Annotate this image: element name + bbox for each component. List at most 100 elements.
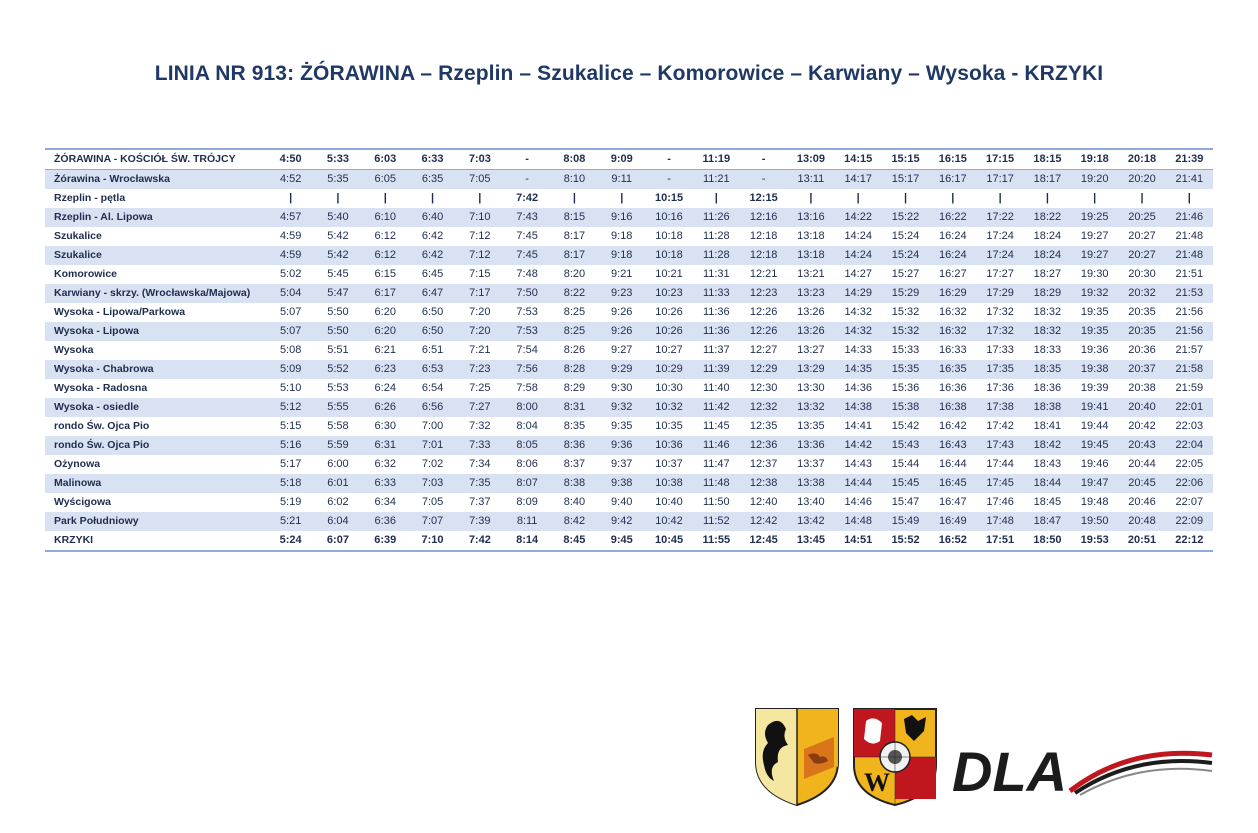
departure-time: 21:41	[1165, 169, 1213, 189]
timetable-row: ŻÓRAWINA - KOŚCIÓŁ ŚW. TRÓJCY 4:50 5:33 6:0…	[45, 149, 1213, 170]
departure-time: 7:50	[503, 284, 551, 303]
departure-time: 21:59	[1165, 379, 1213, 398]
departure-time: 9:09	[598, 149, 646, 170]
departure-time: 14:17	[834, 169, 882, 189]
departure-time: 19:18	[1071, 149, 1119, 170]
svg-text:W: W	[864, 768, 890, 797]
departure-time: 7:02	[408, 455, 457, 474]
departure-time: 13:18	[787, 227, 835, 246]
departure-time: 7:17	[456, 284, 504, 303]
departure-time: |	[1023, 189, 1072, 208]
departure-time: 9:38	[598, 474, 646, 493]
departure-time: 12:45	[739, 531, 788, 551]
departure-time: 11:26	[692, 208, 740, 227]
departure-time: 12:15	[739, 189, 788, 208]
departure-time: 5:04	[267, 284, 315, 303]
departure-time: 7:15	[456, 265, 504, 284]
departure-time: 15:24	[881, 227, 930, 246]
departure-time: 5:12	[267, 398, 315, 417]
departure-time: 21:56	[1165, 322, 1213, 341]
departure-time: 12:18	[739, 246, 788, 265]
departure-time: 16:22	[929, 208, 977, 227]
departure-time: 6:12	[361, 227, 409, 246]
departure-time: 13:21	[787, 265, 835, 284]
departure-time: 22:07	[1165, 493, 1213, 512]
departure-time: 19:41	[1071, 398, 1119, 417]
departure-time: 11:28	[692, 227, 740, 246]
departure-time: 11:31	[692, 265, 740, 284]
departure-time: 21:53	[1165, 284, 1213, 303]
departure-time: 19:44	[1071, 417, 1119, 436]
departure-time: 9:40	[598, 493, 646, 512]
departure-time: 9:18	[598, 227, 646, 246]
departure-time: 13:23	[787, 284, 835, 303]
departure-time: 5:47	[314, 284, 362, 303]
departure-time: 7:01	[408, 436, 457, 455]
departure-time: 10:37	[645, 455, 693, 474]
departure-time: 5:15	[267, 417, 315, 436]
departure-time: 6:21	[361, 341, 409, 360]
stop-name: Wysoka - Radosna	[45, 379, 267, 398]
departure-time: 14:38	[834, 398, 882, 417]
departure-time: 13:16	[787, 208, 835, 227]
departure-time: 15:15	[881, 149, 930, 170]
departure-time: 5:35	[314, 169, 362, 189]
departure-time: 15:22	[881, 208, 930, 227]
departure-time: 10:35	[645, 417, 693, 436]
stop-name: Wysoka	[45, 341, 267, 360]
departure-time: 13:40	[787, 493, 835, 512]
departure-time: 7:35	[456, 474, 504, 493]
departure-time: 14:33	[834, 341, 882, 360]
timetable-row: Komorowice 5:02 5:45 6:15 6:45 7:15 7:48 8:20 9:…	[45, 265, 1213, 284]
departure-time: 10:29	[645, 360, 693, 379]
departure-time: 16:29	[929, 284, 977, 303]
departure-time: 19:25	[1071, 208, 1119, 227]
stop-name: rondo Św. Ojca Pio	[45, 436, 267, 455]
departure-time: 8:25	[550, 322, 599, 341]
departure-time: 9:29	[598, 360, 646, 379]
departure-time: 22:05	[1165, 455, 1213, 474]
departure-time: 6:31	[361, 436, 409, 455]
departure-time: 7:43	[503, 208, 551, 227]
departure-time: 5:59	[314, 436, 362, 455]
departure-time: 11:37	[692, 341, 740, 360]
departure-time: 7:10	[408, 531, 457, 551]
departure-time: 14:46	[834, 493, 882, 512]
departure-time: 5:51	[314, 341, 362, 360]
departure-time: 8:28	[550, 360, 599, 379]
departure-time: 15:47	[881, 493, 930, 512]
stop-name: Malinowa	[45, 474, 267, 493]
departure-time: 8:09	[503, 493, 551, 512]
departure-time: |	[598, 189, 646, 208]
departure-time: 7:32	[456, 417, 504, 436]
timetable-row: Szukalice 4:59 5:42 6:12 6:42 7:12 7:45 8:17 9:1…	[45, 227, 1213, 246]
departure-time: 18:41	[1023, 417, 1072, 436]
departure-time: 5:10	[267, 379, 315, 398]
timetable-body: ŻÓRAWINA - KOŚCIÓŁ ŚW. TRÓJCY 4:50 5:33 6:0…	[45, 149, 1213, 551]
stop-name: Ożynowa	[45, 455, 267, 474]
departure-time: 10:32	[645, 398, 693, 417]
departure-time: 11:21	[692, 169, 740, 189]
departure-time: 20:46	[1118, 493, 1166, 512]
departure-time: 11:45	[692, 417, 740, 436]
departure-time: 10:26	[645, 322, 693, 341]
dla-logo-icon: DLA	[952, 740, 1213, 803]
departure-time: 13:29	[787, 360, 835, 379]
departure-time: 20:38	[1118, 379, 1166, 398]
departure-time: 11:47	[692, 455, 740, 474]
departure-time: 7:58	[503, 379, 551, 398]
departure-time: 20:32	[1118, 284, 1166, 303]
departure-time: 7:12	[456, 227, 504, 246]
timetable-row: Park Południowy 5:21 6:04 6:36 7:07 7:39 8:11 8…	[45, 512, 1213, 531]
departure-time: 4:50	[267, 149, 315, 170]
departure-time: 20:37	[1118, 360, 1166, 379]
departure-time: 12:29	[739, 360, 788, 379]
departure-time: 8:00	[503, 398, 551, 417]
departure-time: |	[834, 189, 882, 208]
stop-name: Rzeplin - pętla	[45, 189, 267, 208]
departure-time: 19:32	[1071, 284, 1119, 303]
departure-time: 6:42	[408, 227, 457, 246]
departure-time: 17:35	[976, 360, 1024, 379]
departure-time: |	[881, 189, 930, 208]
departure-time: 13:37	[787, 455, 835, 474]
